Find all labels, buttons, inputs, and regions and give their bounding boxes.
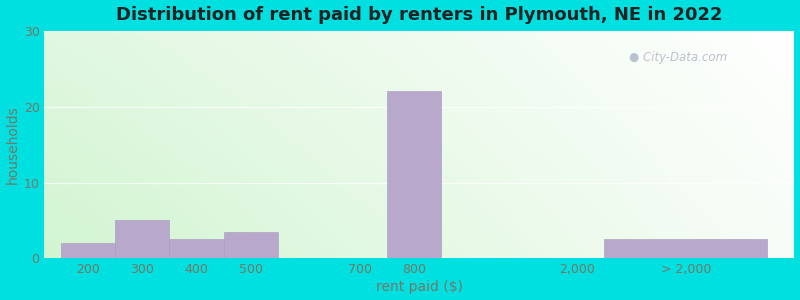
Y-axis label: households: households [6, 105, 19, 184]
Bar [61, 243, 115, 258]
Title: Distribution of rent paid by renters in Plymouth, NE in 2022: Distribution of rent paid by renters in … [116, 6, 722, 24]
Text: ● City-Data.com: ● City-Data.com [630, 52, 727, 64]
Bar [170, 239, 224, 258]
Bar [115, 220, 170, 258]
Bar [387, 92, 441, 258]
Bar [224, 232, 278, 258]
Bar [604, 239, 767, 258]
X-axis label: rent paid ($): rent paid ($) [376, 280, 463, 294]
